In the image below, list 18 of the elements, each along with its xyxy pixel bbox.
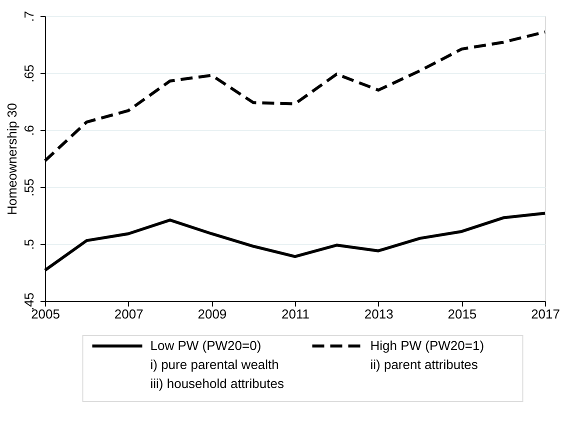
y-tick-label: .6 bbox=[22, 125, 37, 136]
y-tick-label: .55 bbox=[22, 178, 37, 197]
text: iii) household attributes bbox=[150, 376, 284, 391]
y-axis-title: Homeownership 30 bbox=[4, 102, 20, 216]
y-tick-label: .5 bbox=[22, 239, 37, 250]
x-tick-label: 2009 bbox=[198, 306, 227, 322]
legend-label: Low PW (PW20=0) bbox=[150, 338, 262, 353]
x-tick-label: 2013 bbox=[364, 306, 394, 322]
y-tick-label: .7 bbox=[22, 11, 37, 22]
y-tick-label: .65 bbox=[22, 64, 37, 83]
x-tick-label: 2015 bbox=[448, 306, 477, 322]
text: i) pure parental wealth bbox=[150, 357, 279, 372]
x-tick-label: 2011 bbox=[282, 306, 310, 322]
legend-label: High PW (PW20=1) bbox=[370, 338, 484, 353]
x-tick-label: 2017 bbox=[531, 306, 560, 322]
x-tick-label: 2005 bbox=[31, 306, 60, 322]
text: ii) parent attributes bbox=[370, 357, 478, 372]
x-tick-label: 2007 bbox=[114, 306, 144, 322]
